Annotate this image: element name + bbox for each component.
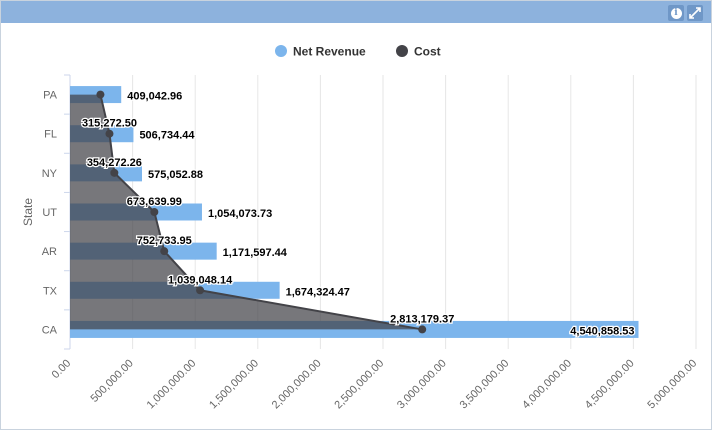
cost-value-label: 1,039,048.14 <box>168 274 233 286</box>
chart-area: 409,042.96 506,734.44 575,052.88 1,054,073.… <box>1 23 711 429</box>
cost-point-ar[interactable] <box>160 247 169 256</box>
bar-value-label: 506,734.44 <box>139 130 195 142</box>
y-tick-label: CA <box>42 324 58 336</box>
y-tick-label: AR <box>42 246 57 258</box>
chart-svg: 409,042.96 506,734.44 575,052.88 1,054,073.… <box>21 45 699 412</box>
panel-header: i <box>1 1 711 23</box>
cost-point-fl[interactable] <box>105 129 114 138</box>
bar-value-label: 575,052.88 <box>148 169 203 181</box>
x-tick-label: 3,500,000.00 <box>458 357 512 411</box>
bar-value-label: 1,171,597.44 <box>223 247 288 259</box>
cost-value-label: 354,272.26 <box>87 157 142 169</box>
expand-icon <box>689 7 701 19</box>
cost-area <box>70 94 423 330</box>
y-axis-title: State <box>21 198 35 226</box>
bar-value-label: 1,054,073.73 <box>208 208 272 220</box>
x-tick-label: 500,000.00 <box>88 357 135 404</box>
cost-value-label: 752,733.95 <box>137 235 192 247</box>
cost-point-pa[interactable] <box>96 90 105 99</box>
info-icon: i <box>670 7 682 19</box>
info-button[interactable]: i <box>668 5 684 21</box>
bar-value-label: 409,042.96 <box>127 91 182 103</box>
bar-value-label: 1,674,324.47 <box>286 286 350 298</box>
x-tick-label: 3,000,000.00 <box>395 357 449 411</box>
bar-value-label: 4,540,858.53 <box>570 325 634 337</box>
x-tick-label: 0.00 <box>50 357 74 381</box>
legend-marker-net-revenue[interactable] <box>275 45 287 57</box>
cost-value-label: 2,813,179.37 <box>390 313 454 325</box>
legend-label-net-revenue[interactable]: Net Revenue <box>293 45 366 59</box>
y-tick-label: NY <box>42 168 58 180</box>
legend-label-cost[interactable]: Cost <box>414 45 441 59</box>
cost-point-ca[interactable] <box>418 325 427 334</box>
y-tick-label: PA <box>43 90 58 102</box>
cost-point-ny[interactable] <box>110 168 119 177</box>
cost-value-label: 315,272.50 <box>82 118 137 130</box>
legend-marker-cost[interactable] <box>396 45 408 57</box>
x-tick-label: 1,500,000.00 <box>207 357 261 411</box>
x-tick-label: 4,500,000.00 <box>583 357 637 411</box>
cost-point-ut[interactable] <box>150 208 159 216</box>
y-tick-label: TX <box>43 285 58 297</box>
x-tick-label: 4,000,000.00 <box>520 357 574 411</box>
y-tick-label: UT <box>42 207 57 219</box>
y-tick-label: FL <box>44 129 57 141</box>
cost-value-label: 673,639.99 <box>127 196 182 208</box>
x-tick-label: 2,000,000.00 <box>270 357 324 411</box>
expand-button[interactable] <box>687 5 703 21</box>
x-tick-label: 2,500,000.00 <box>332 357 386 411</box>
x-tick-label: 1,000,000.00 <box>145 357 199 411</box>
cost-point-tx[interactable] <box>196 286 205 295</box>
x-tick-label: 5,000,000.00 <box>645 357 699 411</box>
